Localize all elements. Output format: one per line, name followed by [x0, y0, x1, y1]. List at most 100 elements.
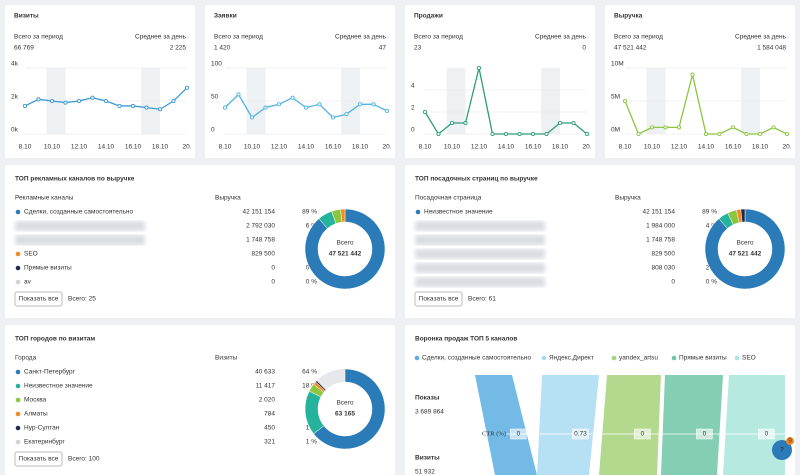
row-label: Екатеринбург [24, 438, 66, 446]
x-tick-label: 20. [382, 144, 391, 151]
card [405, 5, 595, 158]
table-title: ТОП посадочных страниц по выручке [415, 176, 538, 183]
row-value: 0 [671, 279, 675, 286]
donut-segment [704, 208, 786, 290]
x-tick-label: 16.10 [525, 144, 542, 151]
ctr-box [696, 428, 713, 440]
point [249, 115, 255, 120]
table-title: ТОП городов по визитам [15, 336, 95, 343]
weekend-band [446, 68, 466, 134]
ctr-box [572, 428, 589, 440]
total-value: 1 420 [214, 45, 231, 52]
point [649, 125, 655, 130]
point [744, 131, 749, 137]
show-all-button[interactable] [14, 451, 63, 467]
column-header: Города [15, 355, 37, 362]
row-share: 18 % [302, 383, 317, 390]
row-value: 40 633 [255, 369, 275, 376]
funnel-band [661, 375, 723, 475]
ctr-label: CTR (%) [482, 430, 506, 437]
help-badge [786, 437, 794, 445]
donut-segment [313, 368, 386, 450]
y-tick-label: 2 [411, 105, 415, 112]
avg-caption: Среднее за день [735, 34, 787, 41]
point [571, 120, 576, 126]
donut-segment [340, 208, 346, 223]
legend-label: SEO [742, 355, 756, 362]
show-all-label[interactable]: Показать все [19, 456, 59, 463]
y-tick-label: 50 [211, 94, 219, 101]
footer: Всего: 61 [468, 296, 496, 303]
point [344, 112, 349, 117]
donut-segment [304, 208, 386, 290]
point [236, 92, 241, 97]
show-all-label[interactable]: Показать все [19, 296, 59, 303]
y-tick-label: 0M [611, 127, 620, 134]
y-tick-label: 2k [11, 94, 19, 101]
show-all-button[interactable] [14, 291, 63, 307]
help-icon[interactable]: ? [780, 447, 784, 454]
avg-caption: Среднее за день [335, 34, 387, 41]
row-value: 42 151 154 [642, 209, 675, 216]
point [463, 120, 468, 126]
row-dot [415, 209, 421, 215]
funnel-band [723, 375, 785, 475]
card [5, 325, 395, 475]
legend-dot [671, 355, 677, 361]
row-label: Москва [24, 397, 47, 404]
point [384, 108, 390, 113]
funnel-band [599, 375, 661, 475]
row-value: 2 792 030 [246, 223, 275, 230]
row-dot [15, 369, 21, 375]
row-label: Прямые визиты [24, 265, 72, 272]
point [184, 85, 190, 90]
point [676, 125, 682, 130]
point [371, 102, 376, 107]
show-all-label[interactable]: Показать все [419, 296, 459, 303]
point [290, 95, 295, 100]
legend-label: Прямые визиты [679, 355, 727, 362]
card [205, 5, 395, 158]
card-title: Визиты [14, 13, 39, 20]
row-label: av [24, 279, 32, 286]
total-caption: Всего за период [614, 34, 663, 41]
x-tick-label: 10.10 [644, 144, 661, 151]
donut-caption: Всего [336, 240, 353, 247]
donut-segment [316, 379, 327, 391]
row-value: 42 151 154 [242, 209, 275, 216]
column-header: Выручка [215, 195, 241, 202]
blurred-label [15, 221, 145, 231]
x-tick-label: 20. [182, 144, 191, 151]
point [784, 131, 790, 137]
x-tick-label: 10.10 [44, 144, 61, 151]
x-tick-label: 18.10 [752, 144, 769, 151]
blurred-label [415, 249, 545, 259]
ctr-value: 0 [517, 431, 521, 438]
show-all-button[interactable] [414, 291, 463, 307]
x-tick-label: 12.10 [71, 144, 88, 151]
row-value: 11 417 [256, 383, 276, 390]
total-value: 47 521 442 [614, 45, 647, 52]
x-tick-label: 10.10 [444, 144, 461, 151]
blurred-label [415, 263, 545, 273]
column-header: Рекламные каналы [15, 195, 74, 202]
total-caption: Всего за период [214, 34, 263, 41]
legend-dot [734, 355, 740, 361]
card-title: Заявки [214, 13, 237, 20]
x-tick-label: 8.10 [219, 144, 232, 151]
ctr-box [758, 428, 775, 440]
row-dot [15, 265, 21, 271]
legend-label: Яндекс.Директ [549, 355, 594, 362]
help-button[interactable] [772, 440, 792, 460]
footer: Всего: 100 [68, 456, 100, 463]
point [490, 131, 495, 137]
row-share: 6 % [306, 223, 317, 230]
row-value: 1 984 000 [646, 223, 675, 230]
donut-total: 63 165 [335, 411, 355, 418]
legend-label: yandex_artsu [619, 355, 658, 362]
ctr-box [634, 428, 651, 440]
row-dot [15, 383, 21, 389]
y-tick-label: 0 [411, 127, 415, 134]
funnel-band [537, 375, 599, 475]
row-share: 0 % [706, 279, 717, 286]
